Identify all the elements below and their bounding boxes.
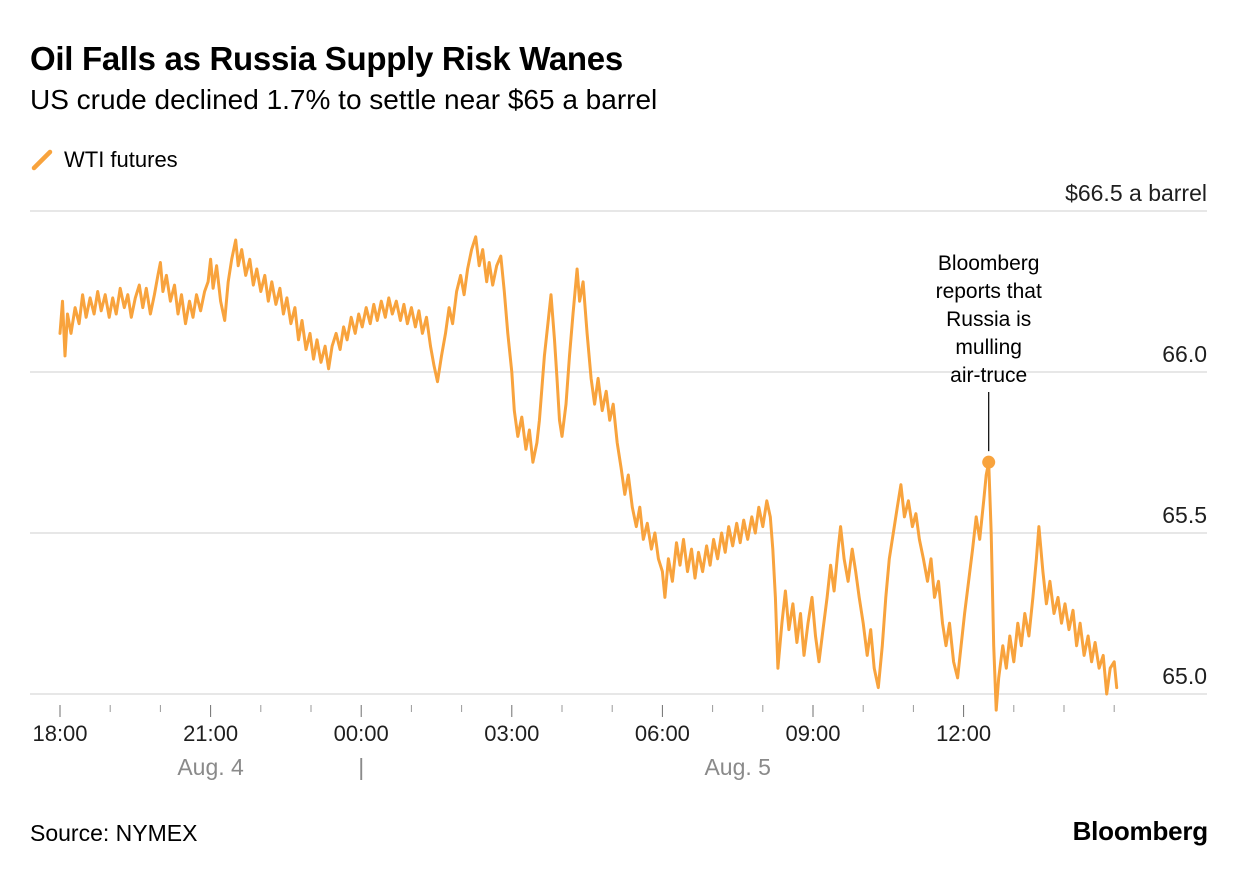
page-title: Oil Falls as Russia Supply Risk Wanes xyxy=(30,40,623,77)
date-label: Aug. 4 xyxy=(177,754,244,780)
annotation-marker-dot xyxy=(982,455,996,469)
chart-subtitle: US crude declined 1.7% to settle near $6… xyxy=(30,84,658,115)
date-label: | xyxy=(358,754,364,780)
x-axis-label: 21:00 xyxy=(183,721,238,746)
y-axis-label: 66.0 xyxy=(1162,341,1207,367)
wti-series-slash-icon xyxy=(30,148,54,172)
y-axis-label: 65.5 xyxy=(1162,502,1207,528)
y-axis-label: $66.5 a barrel xyxy=(1065,180,1207,206)
x-axis-label: 18:00 xyxy=(32,721,87,746)
series-line-wti-futures xyxy=(58,235,1119,712)
source-label: Source: NYMEX xyxy=(30,820,198,846)
annotation-text: Bloomberg reports that Russia is mulling air… xyxy=(936,252,1042,387)
legend-series-label: WTI futures xyxy=(64,147,178,172)
x-axis-label: 09:00 xyxy=(785,721,840,746)
x-axis-label: 06:00 xyxy=(635,721,690,746)
date-label: Aug. 5 xyxy=(704,754,771,780)
x-axis-label: 12:00 xyxy=(936,721,991,746)
x-axis-label: 03:00 xyxy=(484,721,539,746)
x-axis-label: 00:00 xyxy=(334,721,389,746)
bloomberg-logo: Bloomberg xyxy=(1072,816,1209,846)
legend: WTI futures xyxy=(30,147,178,173)
y-axis-label: 65.0 xyxy=(1162,663,1207,689)
